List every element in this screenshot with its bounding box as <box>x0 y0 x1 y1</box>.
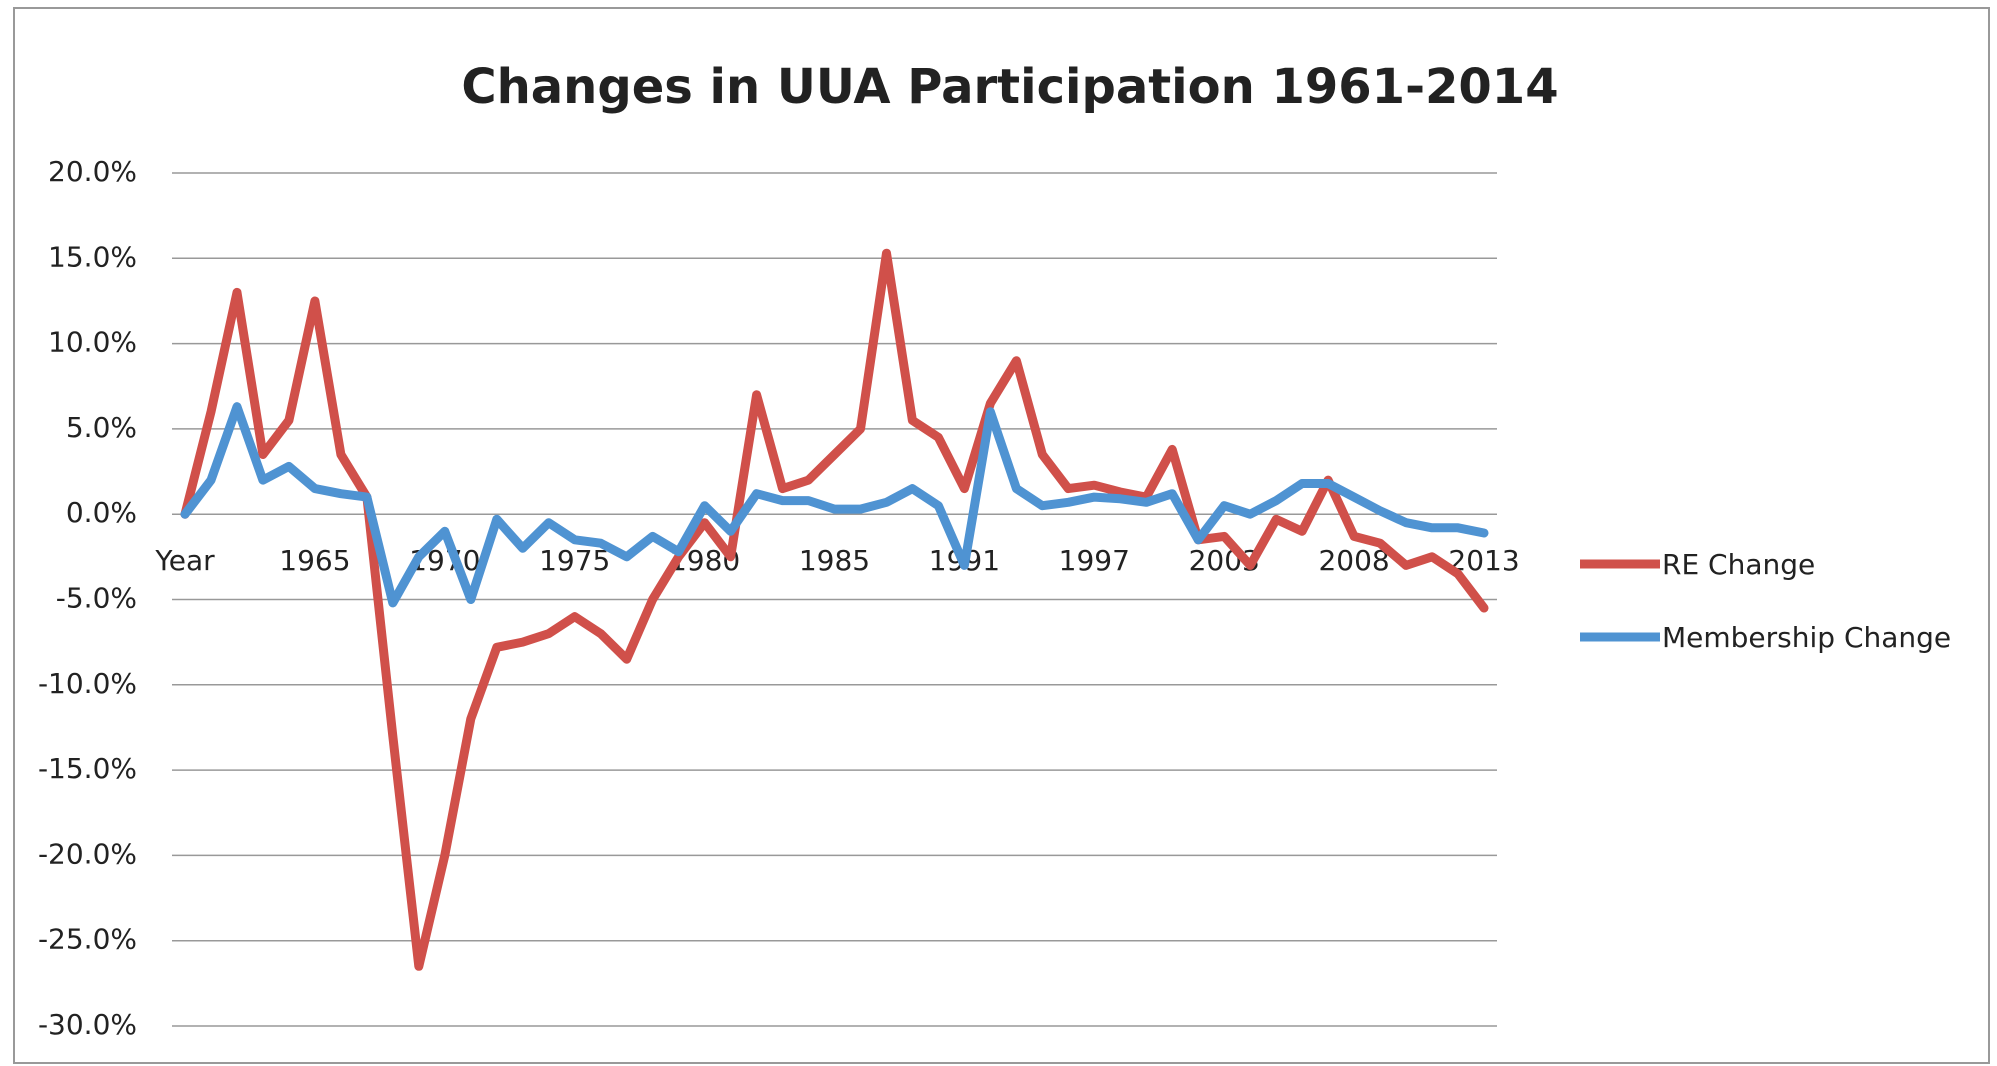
chart-title: Changes in UUA Participation 1961-2014 <box>461 59 1558 115</box>
x-tick-label: Year <box>154 544 215 577</box>
x-tick-label: 1985 <box>799 544 870 577</box>
y-tick-label: -15.0% <box>38 752 137 785</box>
x-tick-label: 2008 <box>1318 544 1389 577</box>
x-tick-label: 1965 <box>279 544 350 577</box>
line-series <box>180 248 1489 971</box>
y-tick-label: -10.0% <box>38 667 137 700</box>
y-tick-label: 10.0% <box>48 326 137 359</box>
line-series <box>180 402 1489 608</box>
x-tick-label: 1997 <box>1059 544 1130 577</box>
legend-label: RE Change <box>1662 548 1815 581</box>
y-tick-label: -30.0% <box>38 1008 137 1041</box>
legend-label: Membership Change <box>1662 621 1951 654</box>
y-tick-label: 15.0% <box>48 240 137 273</box>
y-tick-label: -25.0% <box>38 923 137 956</box>
chart-frame <box>13 7 1990 1064</box>
y-tick-label: -20.0% <box>38 837 137 870</box>
y-tick-label: 0.0% <box>66 496 137 529</box>
x-tick-label: 1975 <box>539 544 610 577</box>
y-tick-label: -5.0% <box>56 582 137 615</box>
y-tick-label: 20.0% <box>48 155 137 188</box>
y-tick-label: 5.0% <box>66 411 137 444</box>
